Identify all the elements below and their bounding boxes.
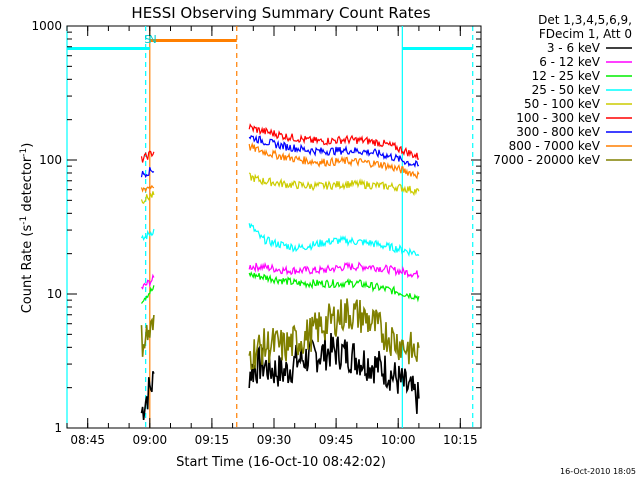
axes: 1 10 100 1000 08:45 09:00 09:15 09:30 09:45 10:00… <box>31 19 482 447</box>
series-line <box>248 261 420 280</box>
series-line <box>140 314 155 357</box>
series-line <box>248 172 420 197</box>
y-axis-label-end: ) <box>20 143 35 148</box>
y-tick-label: 1000 <box>31 19 62 33</box>
y-tick-label: 100 <box>39 153 62 167</box>
series-line <box>141 285 155 304</box>
legend-label: 12 - 25 keV <box>532 69 601 83</box>
series-line <box>248 271 420 303</box>
x-tick-label: 09:30 <box>257 433 292 447</box>
legend-label: 800 - 7000 keV <box>509 139 601 153</box>
series-line <box>248 332 420 414</box>
series-line <box>248 298 420 370</box>
legend-label: 300 - 800 keV <box>516 125 600 139</box>
legend-header-line2: FDecim 1, Att 0 <box>539 27 632 41</box>
legend-label: 50 - 100 keV <box>524 97 601 111</box>
x-tick-label: 08:45 <box>70 433 105 447</box>
data-series <box>140 123 420 420</box>
legend-label: 25 - 50 keV <box>532 83 601 97</box>
series-line <box>140 370 155 420</box>
x-tick-label: 09:15 <box>195 433 230 447</box>
x-axis-label: Start Time (16-Oct-10 08:42:02) <box>176 455 386 470</box>
series-line <box>140 167 155 179</box>
legend-label: 6 - 12 keV <box>539 55 601 69</box>
y-axis-label-mid: detector <box>20 156 35 216</box>
flag-label: N <box>148 33 156 46</box>
x-tick-label: 10:00 <box>381 433 416 447</box>
flag-label: S <box>144 33 151 46</box>
series-line <box>140 228 155 241</box>
y-axis-label-sup2: -1 <box>19 148 29 157</box>
x-tick-label: 10:15 <box>443 433 478 447</box>
timestamp: 16-Oct-2010 18:05 <box>560 467 636 476</box>
series-line <box>140 191 155 205</box>
series-line <box>140 184 155 193</box>
legend-label: 3 - 6 keV <box>547 41 601 55</box>
legend: Det 1,3,4,5,6,9, FDecim 1, Att 0 3 - 6 k… <box>493 13 632 167</box>
y-axis-label-main: Count Rate (s <box>20 225 35 314</box>
legend-header-line1: Det 1,3,4,5,6,9, <box>538 13 632 27</box>
chart-title: HESSI Observing Summary Count Rates <box>131 4 430 22</box>
x-tick-label: 09:45 <box>319 433 354 447</box>
series-line <box>248 134 420 168</box>
y-axis-label-sup1: -1 <box>19 216 29 225</box>
legend-label: 100 - 300 keV <box>516 111 600 125</box>
series-line <box>248 222 420 257</box>
series-line <box>248 142 420 180</box>
x-tick-label: 09:00 <box>133 433 168 447</box>
y-axis-label: Count Rate (s-1 detector-1) <box>19 143 35 314</box>
legend-label: 7000 - 20000 keV <box>493 153 600 167</box>
y-tick-label: 1 <box>54 421 62 435</box>
vertical-markers: SN <box>66 26 474 428</box>
series-line <box>248 123 420 160</box>
series-line <box>141 273 155 290</box>
y-tick-label: 10 <box>47 287 62 301</box>
series-line <box>140 150 155 163</box>
